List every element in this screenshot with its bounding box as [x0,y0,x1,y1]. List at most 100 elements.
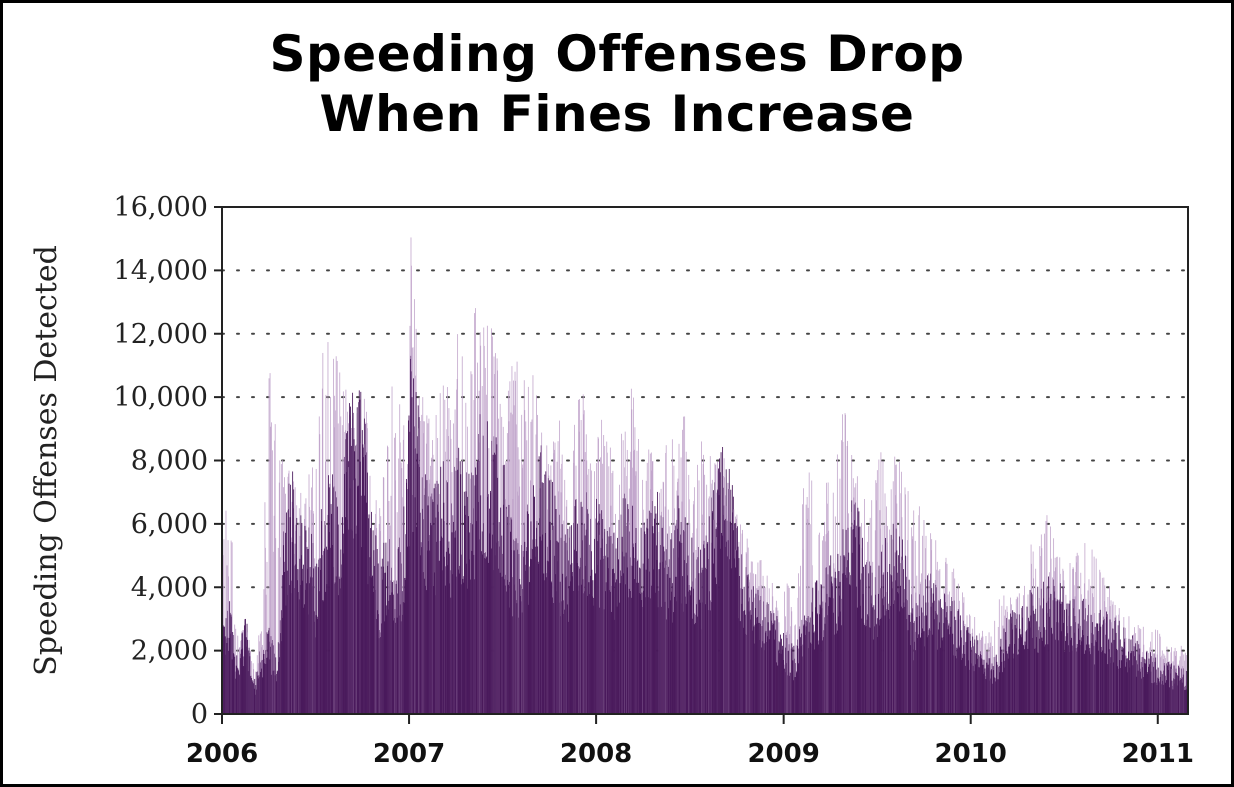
bar-peak [856,476,858,714]
bar [1091,632,1093,714]
bar [660,515,662,714]
bar [417,436,419,714]
bar [1145,659,1147,714]
bar [298,599,300,714]
bar [1051,634,1053,714]
bar [367,472,368,714]
bar [456,457,458,714]
bar [634,557,635,714]
bar [732,496,734,714]
bar [1117,625,1119,714]
bar [455,470,457,714]
bar [599,607,601,714]
bar [363,418,365,714]
bar [312,543,314,714]
bar [730,489,732,714]
bar [1046,587,1048,714]
bar [537,563,539,714]
y-tick-label: 14,000 [114,255,208,286]
bar [240,649,242,714]
bar [563,600,565,714]
bar [1119,660,1121,714]
bar-peak [746,553,748,714]
bar [880,618,882,714]
bar [742,611,744,714]
bar-peak [808,472,810,714]
bar [1132,635,1134,714]
bar [348,529,350,714]
bar [1050,593,1052,714]
bar [830,555,832,714]
bar [254,694,256,714]
bar-peak [499,403,501,714]
bar [753,643,755,714]
bar [1040,588,1042,714]
bar [1094,664,1096,714]
bar [297,580,299,714]
bar [529,558,531,714]
bar [544,533,546,714]
bar-peak [803,488,804,714]
bar [1149,664,1150,714]
bar [939,622,941,714]
bar [863,566,864,714]
bar [1161,684,1163,714]
bar [831,583,833,714]
bar [244,619,246,714]
bar [877,593,879,714]
bar-peak [1076,552,1078,714]
bar-peak [1076,562,1078,714]
bar [333,487,335,714]
bar [751,589,753,714]
bar [357,485,359,714]
bar [957,609,959,714]
bar [877,636,879,714]
bar [504,579,506,714]
bar [596,522,598,714]
bar [993,657,995,714]
bar [727,540,729,714]
bar [354,478,356,714]
bar [981,659,983,714]
bar [493,436,495,714]
bar [792,680,794,714]
bar [810,642,812,714]
bar [608,536,610,714]
bar [1081,641,1083,714]
bar [1153,653,1155,714]
bar-peak [638,438,639,714]
bar [1043,598,1045,714]
bar [238,669,240,714]
bar-peak [483,345,485,714]
bar [241,648,243,714]
bar [423,494,425,714]
bar [1029,589,1031,714]
bar [1054,597,1056,714]
bar [466,496,468,714]
bar [336,506,338,714]
bar [750,614,752,714]
bar-peak [271,422,272,714]
bar [357,486,359,714]
bar [943,637,944,714]
bar [526,511,528,714]
bar [1086,621,1088,714]
bar [790,672,792,714]
bar [1087,635,1089,714]
bar [404,579,406,714]
bar [852,529,854,714]
bar [447,547,449,714]
bar [1024,649,1025,714]
bar [893,604,895,714]
bar [420,542,422,714]
bar [864,626,866,714]
bar [903,602,905,714]
bar [857,527,859,714]
bar [258,677,260,714]
bar [377,610,379,714]
bar [1180,677,1182,714]
bar [489,533,491,714]
bar [957,611,959,714]
bar [425,590,427,714]
bar [931,588,933,714]
